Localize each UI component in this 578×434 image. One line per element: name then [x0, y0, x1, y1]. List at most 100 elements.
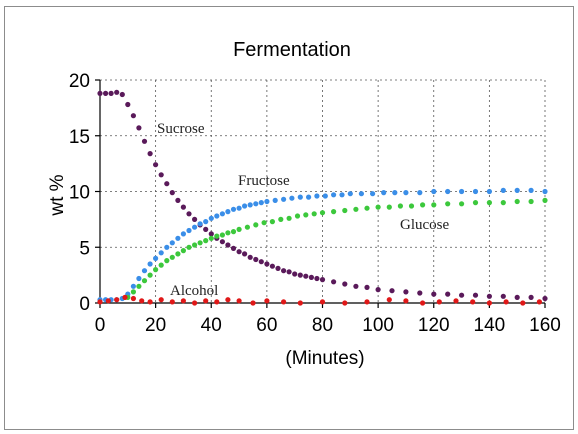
glucose-point	[486, 200, 492, 206]
sucrose-point	[141, 138, 148, 144]
alcohol-point	[180, 298, 186, 304]
sucrose-point	[275, 265, 281, 271]
sucrose-point	[136, 125, 142, 131]
alcohol-point	[342, 300, 348, 306]
glucose-point	[408, 203, 415, 209]
sucrose-point	[208, 231, 214, 237]
sucrose-point	[331, 279, 337, 285]
sucrose-point	[528, 294, 534, 300]
fructose-point	[264, 198, 270, 205]
glucose-point	[164, 258, 170, 264]
sucrose-point	[203, 226, 209, 232]
x-tick-label: 160	[529, 315, 561, 336]
alcohol-point	[486, 300, 492, 306]
sucrose-point	[308, 274, 314, 280]
fructose-point	[314, 193, 320, 199]
glucose-point	[186, 244, 192, 250]
glucose-point	[253, 222, 259, 228]
glucose-point	[420, 202, 426, 208]
fructose-point	[358, 191, 364, 197]
fructose-point	[236, 205, 242, 211]
fructose-point	[153, 255, 159, 261]
sucrose-point	[389, 288, 395, 294]
sucrose-point	[542, 295, 548, 302]
glucose-point	[192, 242, 198, 248]
fructose-point	[180, 231, 186, 237]
alcohol-point	[114, 297, 120, 303]
series-alcohol	[97, 294, 543, 306]
chart-title: Fermentation	[233, 39, 351, 61]
fructose-point	[322, 193, 328, 199]
fructose-point	[258, 200, 264, 206]
alcohol-point	[364, 299, 370, 305]
sucrose-point	[230, 245, 237, 251]
fructose-point	[130, 283, 136, 289]
grid-layer	[100, 79, 546, 303]
glucose-point	[542, 197, 548, 203]
series-label-fructose: Fructose	[238, 173, 290, 189]
glucose-point	[353, 206, 359, 212]
x-tick-label: 20	[145, 315, 166, 336]
fructose-point	[253, 201, 259, 207]
sucrose-point	[459, 292, 465, 298]
sucrose-point	[153, 162, 159, 168]
fructose-point	[136, 275, 142, 282]
sucrose-point	[445, 291, 451, 297]
alcohol-point	[97, 299, 103, 305]
sucrose-point	[114, 89, 120, 95]
sucrose-point	[364, 284, 370, 290]
glucose-point	[375, 204, 381, 210]
glucose-point	[528, 198, 534, 205]
glucose-point	[175, 251, 181, 257]
glucose-point	[197, 240, 203, 246]
alcohol-point	[319, 299, 326, 305]
alcohol-point	[297, 300, 303, 306]
glucose-point	[219, 232, 225, 238]
alcohol-point	[214, 299, 220, 305]
y-tick-label: 20	[69, 71, 90, 92]
fructose-point	[272, 197, 278, 203]
alcohol-point	[169, 299, 175, 305]
fructose-point	[147, 261, 153, 267]
glucose-point	[244, 224, 250, 230]
alcohol-point	[225, 297, 231, 303]
sucrose-point	[514, 294, 520, 300]
fructose-point	[542, 188, 548, 195]
alcohol-point	[264, 298, 270, 304]
fructose-point	[230, 206, 237, 212]
fructose-point	[431, 188, 437, 195]
glucose-point	[459, 201, 465, 207]
glucose-point	[431, 202, 437, 208]
fructose-point	[370, 191, 376, 197]
sucrose-point	[258, 259, 264, 265]
sucrose-point	[486, 293, 492, 299]
series-layer	[97, 89, 548, 306]
sucrose-point	[103, 90, 109, 96]
alcohol-point	[420, 300, 426, 306]
glucose-point	[500, 200, 506, 206]
fructose-point	[331, 192, 337, 198]
sucrose-point	[225, 242, 231, 248]
x-tick-label: 80	[312, 315, 333, 336]
sucrose-point	[97, 90, 103, 96]
sucrose-point	[500, 293, 506, 299]
alcohol-point	[470, 299, 476, 305]
sucrose-point	[286, 269, 292, 275]
sucrose-point	[472, 292, 479, 298]
x-tick-label: 100	[362, 315, 394, 336]
sucrose-point	[353, 283, 359, 289]
glucose-point	[169, 254, 175, 260]
sucrose-point	[264, 261, 270, 267]
alcohol-point	[503, 299, 509, 305]
glucose-point	[319, 210, 326, 216]
sucrose-point	[119, 91, 125, 98]
alcohol-point	[236, 298, 242, 304]
alcohol-point	[520, 300, 526, 306]
sucrose-point	[314, 275, 320, 282]
alcohol-point	[192, 300, 198, 306]
glucose-point	[286, 215, 292, 221]
sucrose-point	[417, 290, 423, 296]
fructose-point	[417, 190, 423, 196]
alcohol-point	[386, 297, 392, 303]
